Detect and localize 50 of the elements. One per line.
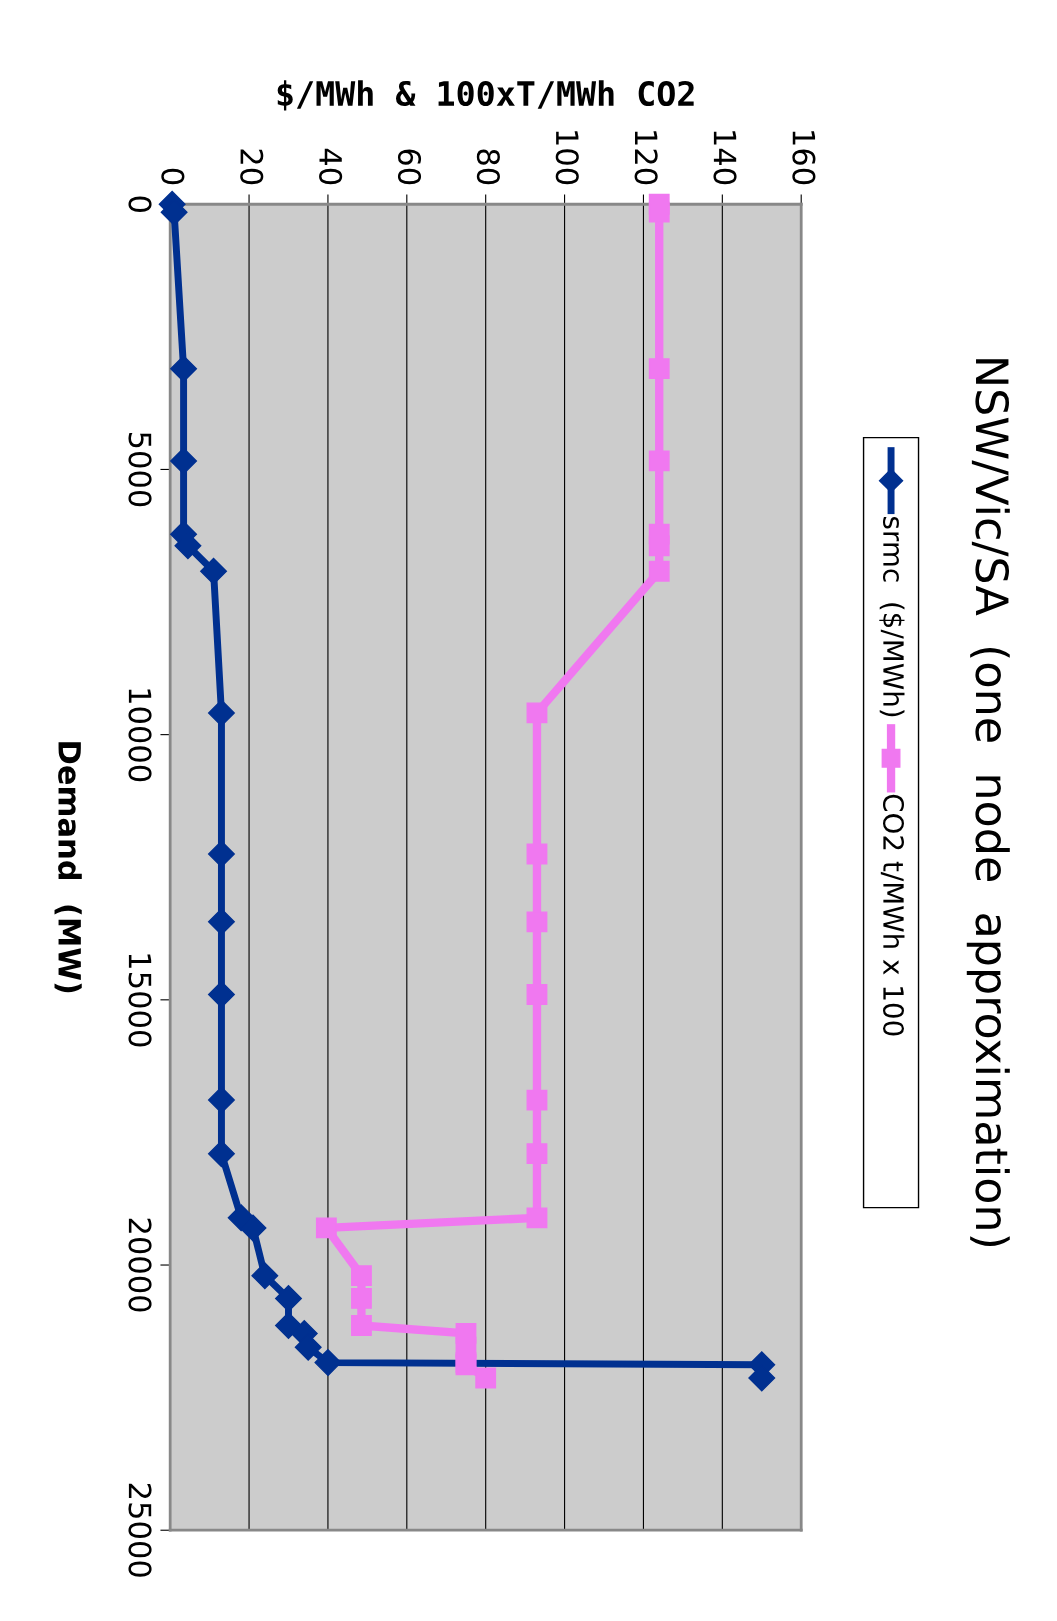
y-tick-label: 5000 (128, 432, 152, 507)
point (170, 447, 198, 475)
point (170, 355, 198, 383)
point (239, 1214, 267, 1242)
point (648, 450, 670, 472)
point (648, 560, 670, 582)
point (526, 1089, 548, 1111)
point (648, 358, 670, 380)
x-tick-label: 140 (713, 131, 737, 185)
point (200, 557, 228, 585)
point (526, 702, 548, 724)
point (475, 1367, 497, 1389)
point (351, 1315, 372, 1336)
point (207, 840, 235, 868)
point (275, 1284, 302, 1312)
point (351, 1288, 372, 1309)
y-axis-title: Demand (MW) (54, 742, 82, 993)
point (351, 1265, 372, 1287)
point (207, 699, 235, 727)
point (207, 1086, 235, 1114)
point (315, 1217, 337, 1239)
legend-label: srmc ($/MWh) (879, 516, 905, 717)
point (526, 1207, 548, 1229)
point (526, 911, 548, 933)
point (526, 1143, 548, 1165)
point (314, 1349, 342, 1377)
y-tick-label: 0 (128, 196, 152, 212)
point (207, 1140, 235, 1168)
y-tick-label: 10000 (128, 689, 152, 782)
point (207, 981, 235, 1008)
y-tick-label: 20000 (128, 1218, 152, 1312)
x-tick-label: 120 (634, 131, 658, 185)
point (526, 843, 548, 865)
point (526, 984, 548, 1005)
x-tick-label: 80 (476, 149, 500, 185)
point (251, 1262, 279, 1290)
x-tick-label: 160 (792, 131, 816, 185)
text: NSW/Vic/SA (one node approximation) (966, 359, 1010, 1247)
x-tick-label: 20 (240, 149, 264, 185)
point (648, 201, 670, 223)
y-tick-label: 25000 (128, 1483, 152, 1577)
x-tick-label: 0 (161, 168, 185, 185)
x-tick-label: 60 (397, 149, 422, 185)
x-tick-label: 40 (319, 148, 343, 185)
legend-label: CO2 t/MWh x 100 (880, 794, 905, 1036)
y-tick-label: 15000 (128, 954, 152, 1047)
point (207, 908, 235, 936)
x-axis-title: $/MWh & 100xT/MWh CO2 (277, 80, 694, 111)
point (648, 535, 670, 557)
x-tick-label: 100 (555, 131, 579, 185)
